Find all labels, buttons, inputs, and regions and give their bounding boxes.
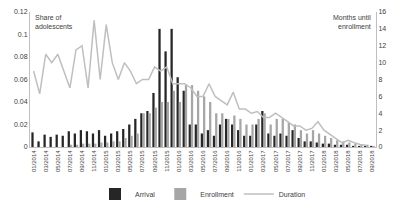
svg-text:0.1: 0.1 — [18, 31, 28, 38]
svg-text:0.08: 0.08 — [14, 53, 28, 60]
svg-text:05/2015: 05/2015 — [127, 150, 133, 172]
svg-text:2: 2 — [378, 127, 382, 134]
svg-text:07/2015: 07/2015 — [139, 150, 145, 172]
svg-text:0: 0 — [378, 143, 382, 150]
svg-text:07/2018: 07/2018 — [357, 150, 363, 172]
svg-text:09/2016: 09/2016 — [224, 150, 230, 172]
svg-text:01/2014: 01/2014 — [31, 150, 37, 172]
svg-text:6: 6 — [378, 93, 382, 100]
svg-text:07/2017: 07/2017 — [285, 150, 291, 172]
svg-text:05/2014: 05/2014 — [55, 150, 61, 172]
svg-text:09/2014: 09/2014 — [79, 150, 85, 172]
svg-text:Duration: Duration — [279, 191, 306, 198]
svg-text:11/2017: 11/2017 — [309, 150, 315, 172]
svg-text:03/2018: 03/2018 — [333, 150, 339, 172]
svg-text:Months untilenrollment: Months untilenrollment — [333, 14, 371, 30]
svg-text:11/2015: 11/2015 — [164, 150, 170, 172]
svg-text:01/2015: 01/2015 — [103, 150, 109, 172]
svg-text:11/2014: 11/2014 — [91, 150, 97, 172]
svg-text:0.04: 0.04 — [14, 98, 28, 105]
svg-text:Share ofadolescents: Share ofadolescents — [35, 14, 73, 30]
svg-text:Enrollment: Enrollment — [200, 191, 234, 198]
svg-text:12: 12 — [378, 42, 386, 49]
svg-text:01/2017: 01/2017 — [248, 150, 254, 172]
svg-text:05/2017: 05/2017 — [273, 150, 279, 172]
svg-text:05/2018: 05/2018 — [345, 150, 351, 172]
svg-text:0.06: 0.06 — [14, 76, 28, 83]
svg-text:16: 16 — [378, 8, 386, 15]
svg-text:01/2016: 01/2016 — [176, 150, 182, 172]
svg-text:4: 4 — [378, 110, 382, 117]
svg-text:03/2016: 03/2016 — [188, 150, 194, 172]
svg-text:0.02: 0.02 — [14, 121, 28, 128]
svg-text:Arrival: Arrival — [135, 191, 155, 198]
svg-text:8: 8 — [378, 76, 382, 83]
svg-text:0.12: 0.12 — [14, 8, 28, 15]
svg-text:11/2016: 11/2016 — [236, 150, 242, 172]
svg-text:0: 0 — [24, 143, 28, 150]
svg-text:07/2014: 07/2014 — [67, 150, 73, 172]
svg-text:03/2017: 03/2017 — [260, 150, 266, 172]
svg-text:07/2016: 07/2016 — [212, 150, 218, 172]
svg-text:09/2015: 09/2015 — [152, 150, 158, 172]
svg-text:09/2017: 09/2017 — [297, 150, 303, 172]
svg-text:05/2016: 05/2016 — [200, 150, 206, 172]
svg-text:03/2014: 03/2014 — [43, 150, 49, 172]
svg-text:03/2015: 03/2015 — [115, 150, 121, 172]
svg-text:01/2018: 01/2018 — [321, 150, 327, 172]
svg-text:10: 10 — [378, 59, 386, 66]
svg-text:14: 14 — [378, 25, 386, 32]
svg-text:09/2018: 09/2018 — [369, 150, 375, 172]
